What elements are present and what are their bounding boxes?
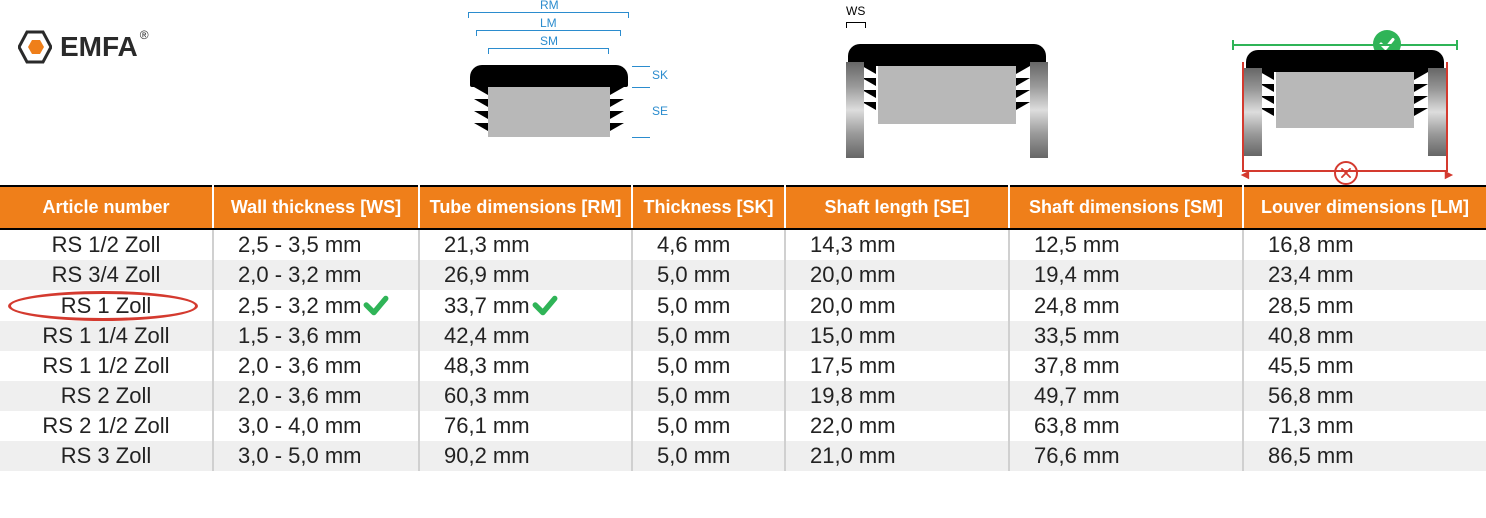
table-cell: 19,4 mm	[1009, 260, 1243, 290]
table-cell: 5,0 mm	[632, 411, 785, 441]
table-cell: 2,5 - 3,2 mm	[213, 290, 419, 321]
table-row: RS 2 Zoll2,0 - 3,6 mm60,3 mm5,0 mm19,8 m…	[0, 381, 1486, 411]
table-cell: 5,0 mm	[632, 441, 785, 471]
table-cell: 63,8 mm	[1009, 411, 1243, 441]
table-row: RS 3 Zoll3,0 - 5,0 mm90,2 mm5,0 mm21,0 m…	[0, 441, 1486, 471]
table-cell: 23,4 mm	[1243, 260, 1486, 290]
brand-logo: EMFA ®	[18, 30, 147, 64]
table-cell: 20,0 mm	[785, 290, 1009, 321]
table-row: RS 2 1/2 Zoll3,0 - 4,0 mm76,1 mm5,0 mm22…	[0, 411, 1486, 441]
table-cell: 33,5 mm	[1009, 321, 1243, 351]
table-cell: 49,7 mm	[1009, 381, 1243, 411]
table-row: RS 1 Zoll2,5 - 3,2 mm33,7 mm5,0 mm20,0 m…	[0, 290, 1486, 321]
table-cell: 2,0 - 3,2 mm	[213, 260, 419, 290]
column-header: Tube dimensions [RM]	[419, 186, 632, 229]
table-row: RS 1/2 Zoll2,5 - 3,5 mm21,3 mm4,6 mm14,3…	[0, 229, 1486, 260]
bad-icon	[1334, 161, 1358, 185]
table-cell: 2,0 - 3,6 mm	[213, 381, 419, 411]
column-header: Wall thickness [WS]	[213, 186, 419, 229]
table-cell: 37,8 mm	[1009, 351, 1243, 381]
table-cell: RS 3/4 Zoll	[0, 260, 213, 290]
table-cell: 5,0 mm	[632, 381, 785, 411]
diagram-header-region: EMFA ® RM LM SM SK SE	[0, 0, 1486, 185]
dim-label-rm: RM	[540, 0, 559, 12]
table-cell: 5,0 mm	[632, 260, 785, 290]
diagram-dimensions: RM LM SM SK SE	[430, 0, 670, 185]
table-cell: 86,5 mm	[1243, 441, 1486, 471]
table-cell: 4,6 mm	[632, 229, 785, 260]
table-cell: 2,5 - 3,5 mm	[213, 229, 419, 260]
table-cell: 2,0 - 3,6 mm	[213, 351, 419, 381]
registered-mark: ®	[140, 28, 149, 42]
table-cell: 1,5 - 3,6 mm	[213, 321, 419, 351]
table-cell: 26,9 mm	[419, 260, 632, 290]
column-header: Shaft dimensions [SM]	[1009, 186, 1243, 229]
table-cell: 5,0 mm	[632, 321, 785, 351]
table-cell: 60,3 mm	[419, 381, 632, 411]
dim-label-se: SE	[652, 104, 668, 118]
table-cell: RS 2 Zoll	[0, 381, 213, 411]
table-row: RS 3/4 Zoll2,0 - 3,2 mm26,9 mm5,0 mm20,0…	[0, 260, 1486, 290]
table-cell: 56,8 mm	[1243, 381, 1486, 411]
dim-label-ws: WS	[846, 4, 865, 18]
table-cell: 5,0 mm	[632, 290, 785, 321]
table-cell: 3,0 - 5,0 mm	[213, 441, 419, 471]
table-cell: 3,0 - 4,0 mm	[213, 411, 419, 441]
check-icon	[363, 292, 389, 318]
table-cell: 24,8 mm	[1009, 290, 1243, 321]
check-icon	[532, 292, 558, 318]
table-cell: 17,5 mm	[785, 351, 1009, 381]
table-cell: 20,0 mm	[785, 260, 1009, 290]
table-cell: RS 2 1/2 Zoll	[0, 411, 213, 441]
table-cell: 21,3 mm	[419, 229, 632, 260]
spec-table-wrap: Article numberWall thickness [WS]Tube di…	[0, 185, 1486, 471]
table-cell: 40,8 mm	[1243, 321, 1486, 351]
spec-table: Article numberWall thickness [WS]Tube di…	[0, 185, 1486, 471]
diagram-fit-check: ◄ ►	[1226, 0, 1466, 185]
diagram-wall-thickness: WS	[828, 0, 1068, 185]
column-header: Article number	[0, 186, 213, 229]
logo-hex-icon	[18, 30, 52, 64]
table-cell: 14,3 mm	[785, 229, 1009, 260]
column-header: Thickness [SK]	[632, 186, 785, 229]
table-cell: RS 1 Zoll	[0, 290, 213, 321]
table-cell: RS 1 1/4 Zoll	[0, 321, 213, 351]
table-cell: 22,0 mm	[785, 411, 1009, 441]
table-cell: 48,3 mm	[419, 351, 632, 381]
table-cell: 19,8 mm	[785, 381, 1009, 411]
dim-label-sk: SK	[652, 68, 668, 82]
table-row: RS 1 1/4 Zoll1,5 - 3,6 mm42,4 mm5,0 mm15…	[0, 321, 1486, 351]
dim-label-lm: LM	[540, 16, 557, 30]
table-cell: 12,5 mm	[1009, 229, 1243, 260]
table-cell: 21,0 mm	[785, 441, 1009, 471]
table-cell: 90,2 mm	[419, 441, 632, 471]
logo-text: EMFA	[60, 31, 138, 63]
table-cell: RS 1/2 Zoll	[0, 229, 213, 260]
column-header: Shaft length [SE]	[785, 186, 1009, 229]
table-cell: 76,1 mm	[419, 411, 632, 441]
table-cell: 28,5 mm	[1243, 290, 1486, 321]
highlight-ring	[8, 291, 198, 321]
table-cell: RS 3 Zoll	[0, 441, 213, 471]
column-header: Louver dimensions [LM]	[1243, 186, 1486, 229]
table-cell: 5,0 mm	[632, 351, 785, 381]
table-cell: 76,6 mm	[1009, 441, 1243, 471]
table-cell: RS 1 1/2 Zoll	[0, 351, 213, 381]
dim-label-sm: SM	[540, 34, 558, 48]
table-row: RS 1 1/2 Zoll2,0 - 3,6 mm48,3 mm5,0 mm17…	[0, 351, 1486, 381]
table-cell: 42,4 mm	[419, 321, 632, 351]
table-cell: 71,3 mm	[1243, 411, 1486, 441]
table-cell: 33,7 mm	[419, 290, 632, 321]
table-cell: 45,5 mm	[1243, 351, 1486, 381]
table-cell: 16,8 mm	[1243, 229, 1486, 260]
table-cell: 15,0 mm	[785, 321, 1009, 351]
